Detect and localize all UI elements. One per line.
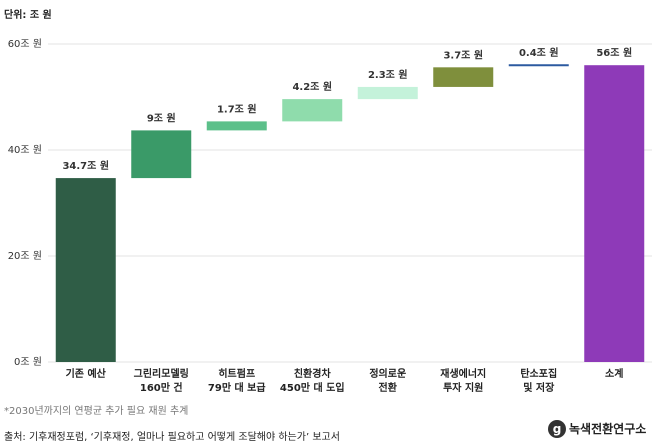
y-tick-label: 40조 원 [8,144,42,156]
unit-label: 단위: 조 원 [4,10,52,21]
x-tick-label: 정의로운 전환 [369,369,407,394]
y-tick-label: 20조 원 [8,250,42,262]
note: *2030년까지의 연평균 추가 필요 재원 추계 [4,406,189,417]
x-tick-label: 소계 [605,369,624,380]
bar [206,121,267,131]
logo-text: 녹색전환연구소 [569,422,647,436]
value-label: 2.3조 원 [368,68,408,81]
bar [433,67,494,87]
x-tick-label: 재생에너지 투자 지원 [440,369,487,394]
x-tick-label: 기존 예산 [65,369,106,380]
value-label: 1.7조 원 [217,102,257,115]
bar [357,86,418,100]
x-tick-label: 그린리모델링 160만 건 [133,369,189,394]
value-label: 9조 원 [147,111,176,124]
value-label: 56조 원 [596,46,632,59]
x-tick-label: 친환경차 450만 대 도입 [279,369,345,394]
x-tick-label: 히트펌프 79만 대 보급 [207,369,266,394]
y-tick-label: 60조 원 [8,38,42,50]
x-tick-label: 탄소포집 및 저장 [520,369,558,394]
value-label: 34.7조 원 [62,159,109,172]
bar [584,65,645,362]
value-label: 4.2조 원 [292,80,332,93]
y-tick-label: 0조 원 [14,356,42,368]
value-label: 0.4조 원 [519,46,559,59]
bar [55,178,116,362]
bar [282,99,343,122]
value-label: 3.7조 원 [443,48,483,61]
logo: g 녹색전환연구소 [548,420,646,438]
bar [131,130,192,179]
source: 출처: 기후재정포럼, ‘기후재정, 얼마나 필요하고 어떻게 조달해야 하는가… [4,432,340,443]
